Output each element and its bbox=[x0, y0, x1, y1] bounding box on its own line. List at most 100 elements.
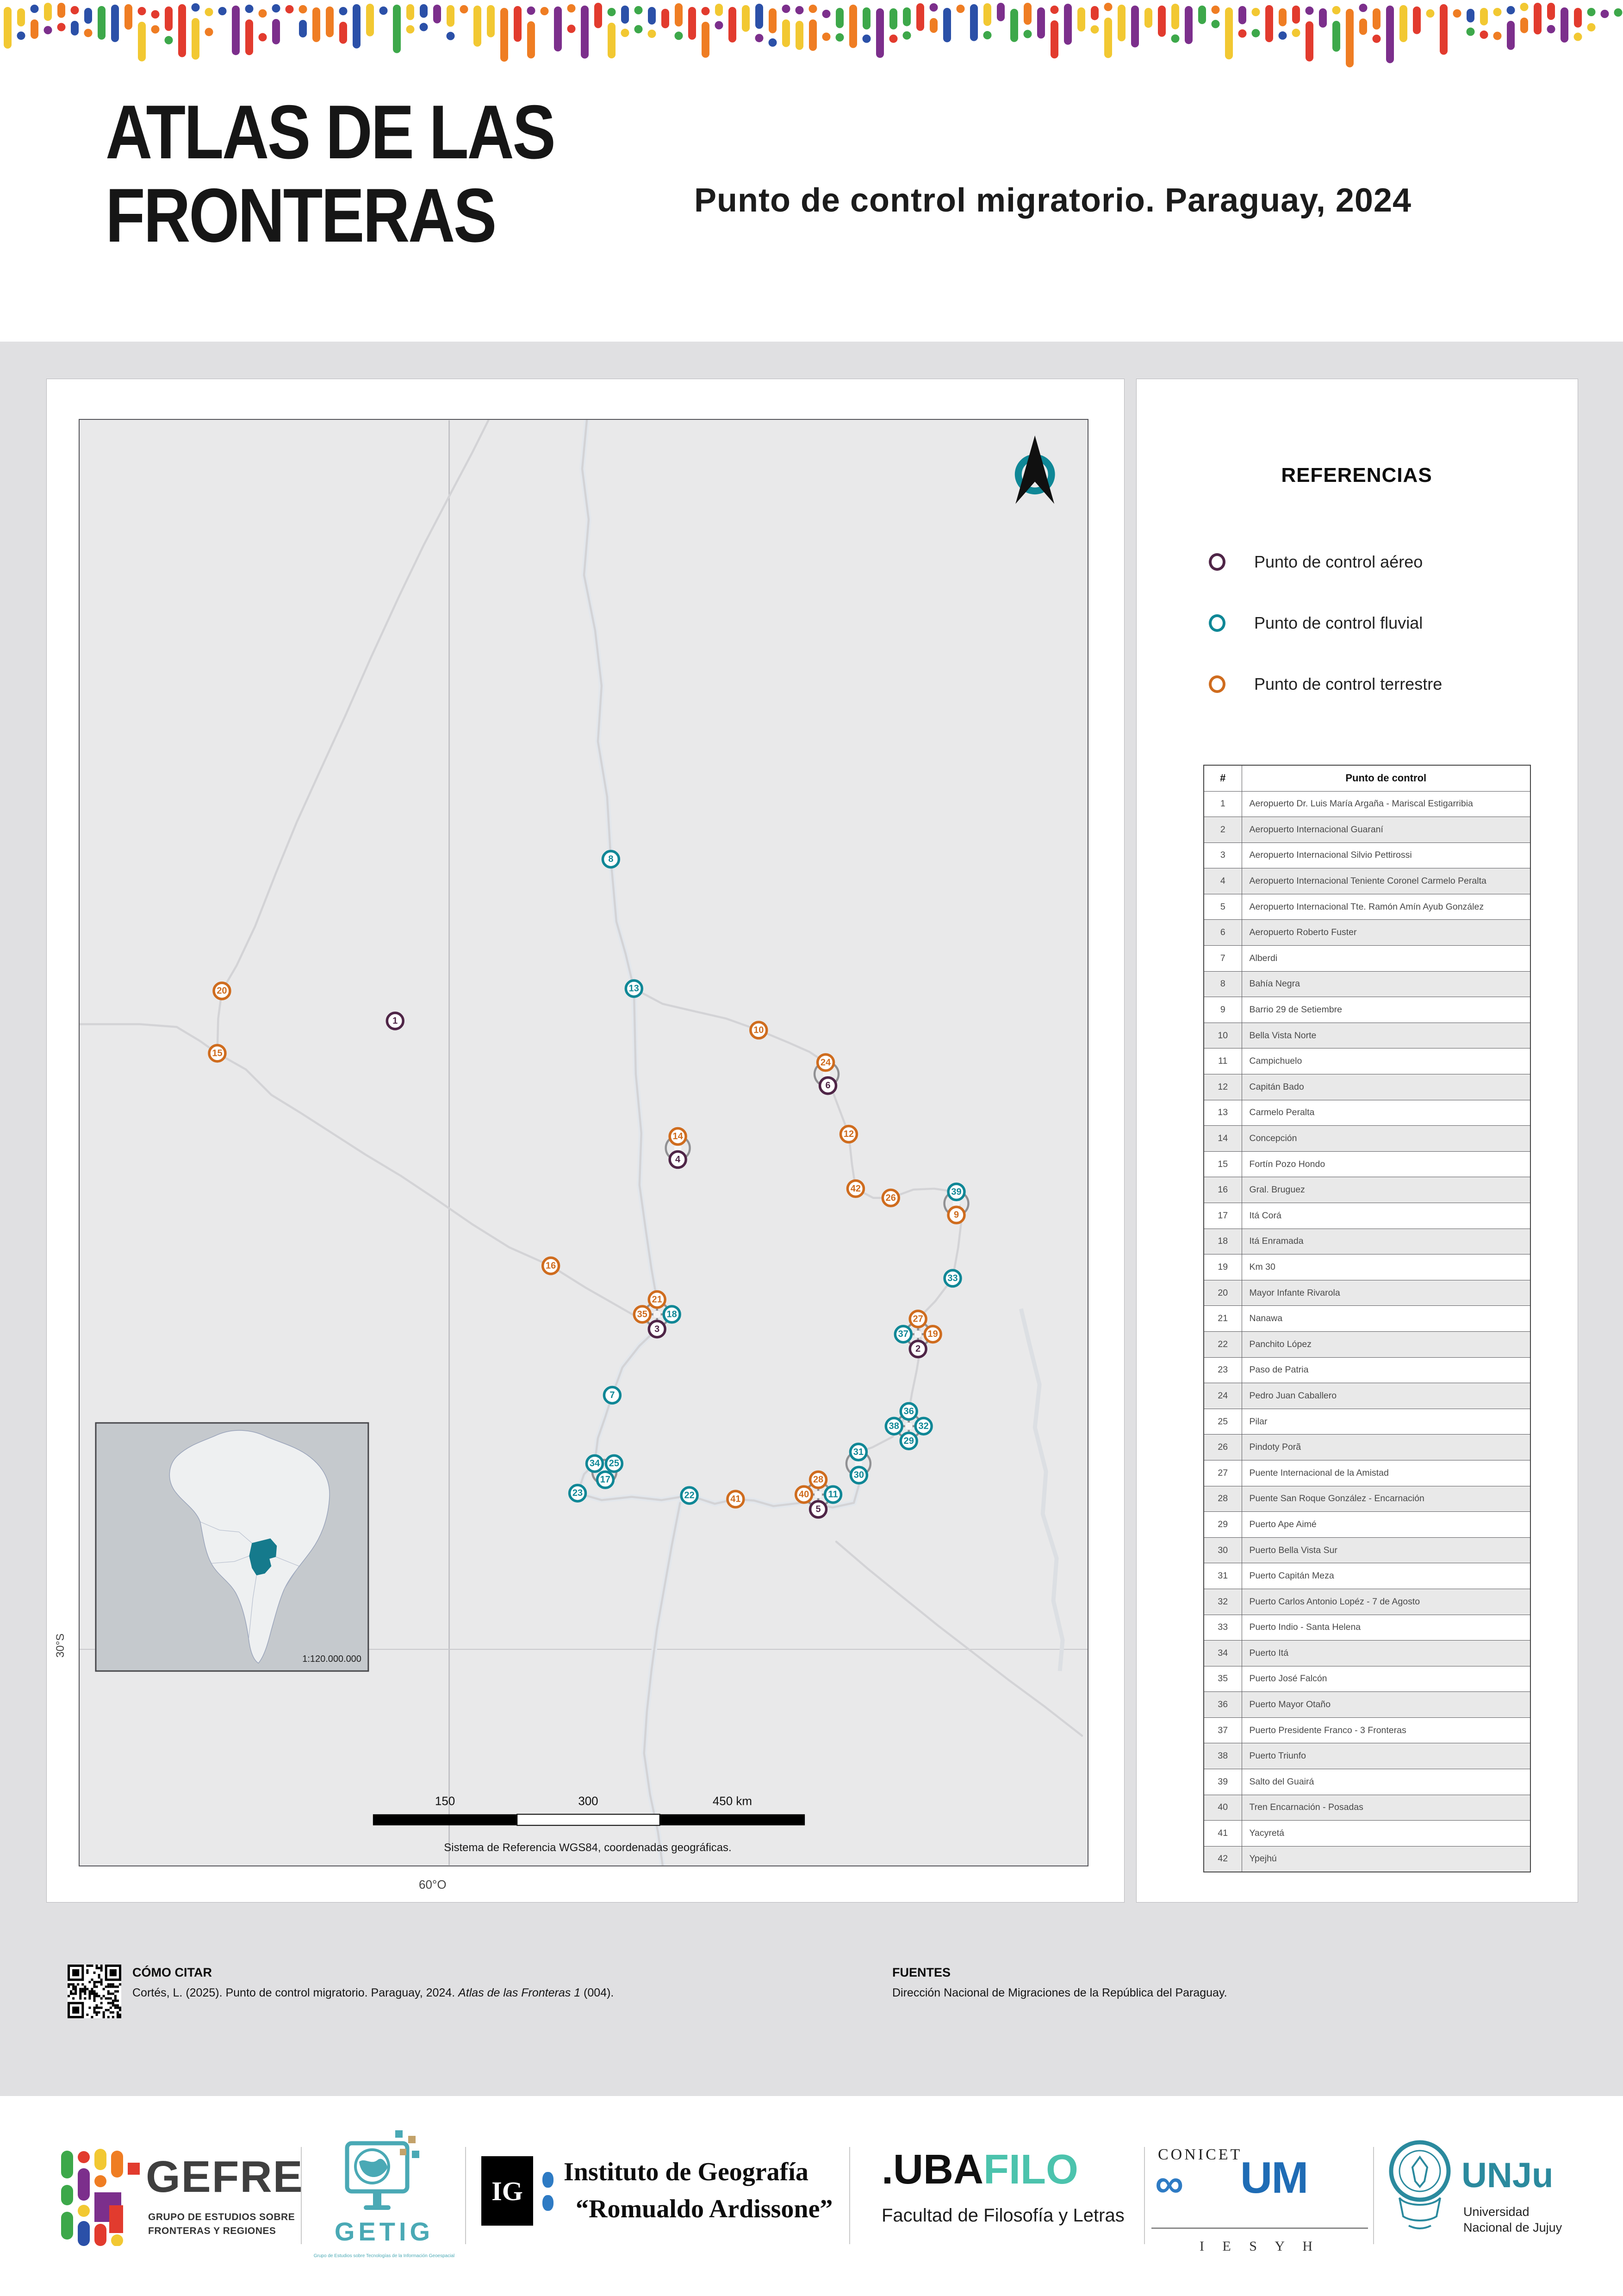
svg-text:20: 20 bbox=[217, 986, 227, 996]
row-number: 21 bbox=[1203, 1305, 1242, 1332]
map-marker-11: 11 bbox=[823, 1485, 843, 1504]
unju-wordmark: UNJu bbox=[1461, 2156, 1554, 2195]
ig-colon-dot bbox=[542, 2172, 553, 2188]
rivers-layer bbox=[575, 417, 864, 1868]
getig-logo-icon bbox=[345, 2130, 419, 2210]
row-number: 14 bbox=[1203, 1125, 1242, 1152]
table-row: 14 Concepción bbox=[1203, 1125, 1531, 1152]
getig-tagline: Grupo de Estudios sobre Tecnologías de l… bbox=[313, 2253, 455, 2259]
svg-text:29: 29 bbox=[904, 1436, 914, 1446]
table-row: 40 Tren Encarnación - Posadas bbox=[1203, 1794, 1531, 1821]
row-control-point: Puerto Ape Aimé bbox=[1241, 1511, 1531, 1538]
row-number: 26 bbox=[1203, 1434, 1242, 1460]
row-number: 34 bbox=[1203, 1640, 1242, 1666]
svg-text:3: 3 bbox=[654, 1324, 659, 1334]
table-row: 21 Nanawa bbox=[1203, 1305, 1531, 1332]
row-number: 39 bbox=[1203, 1769, 1242, 1795]
table-row: 22 Panchito López bbox=[1203, 1331, 1531, 1358]
map-marker-38: 38 bbox=[884, 1416, 903, 1436]
map-marker-21: 21 bbox=[647, 1290, 666, 1309]
row-number: 8 bbox=[1203, 971, 1242, 998]
table-row: 9 Barrio 29 de Setiembre bbox=[1203, 997, 1531, 1023]
map-marker-24: 24 bbox=[816, 1053, 835, 1072]
svg-text:11: 11 bbox=[828, 1490, 838, 1500]
row-control-point: Aeropuerto Roberto Fuster bbox=[1241, 919, 1531, 946]
row-control-point: Tren Encarnación - Posadas bbox=[1241, 1794, 1531, 1821]
instituto-geografia-line1: Instituto de Geografía bbox=[564, 2158, 808, 2186]
legend-label-fluvial: Punto de control fluvial bbox=[1254, 613, 1423, 632]
svg-text:18: 18 bbox=[667, 1309, 677, 1319]
svg-text:35: 35 bbox=[637, 1309, 647, 1319]
row-control-point: Capitán Bado bbox=[1241, 1074, 1531, 1100]
row-control-point: Aeropuerto Internacional Teniente Corone… bbox=[1241, 868, 1531, 894]
row-number: 35 bbox=[1203, 1666, 1242, 1692]
table-row: 11 Campichuelo bbox=[1203, 1048, 1531, 1075]
row-control-point: Km 30 bbox=[1241, 1254, 1531, 1280]
svg-text:38: 38 bbox=[889, 1421, 899, 1431]
row-control-point: Pindoty Porã bbox=[1241, 1434, 1531, 1460]
instituto-geografia-line2: “Romualdo Ardissone” bbox=[576, 2195, 833, 2223]
col-header-number: # bbox=[1203, 765, 1242, 792]
svg-text:22: 22 bbox=[684, 1491, 694, 1501]
parallel-label: 30°S bbox=[54, 1633, 67, 1658]
map-marker-42: 42 bbox=[846, 1179, 865, 1198]
row-control-point: Puente San Roque González - Encarnación bbox=[1241, 1485, 1531, 1512]
conicet-wordmark: CONICET bbox=[1158, 2146, 1243, 2163]
map-marker-30: 30 bbox=[849, 1466, 869, 1485]
table-row: 7 Alberdi bbox=[1203, 945, 1531, 972]
map-marker-3: 3 bbox=[647, 1320, 666, 1339]
row-number: 10 bbox=[1203, 1022, 1242, 1049]
map-marker-15: 15 bbox=[208, 1044, 227, 1063]
table-row: 6 Aeropuerto Roberto Fuster bbox=[1203, 919, 1531, 946]
row-control-point: Itá Corá bbox=[1241, 1203, 1531, 1229]
sources-text: Dirección Nacional de Migraciones de la … bbox=[892, 1986, 1227, 1999]
svg-text:26: 26 bbox=[886, 1193, 896, 1203]
map-marker-19: 19 bbox=[923, 1325, 942, 1344]
table-row: 38 Puerto Triunfo bbox=[1203, 1743, 1531, 1770]
table-row: 23 Paso de Patria bbox=[1203, 1357, 1531, 1384]
row-control-point: Puerto Triunfo bbox=[1241, 1743, 1531, 1770]
qr-code[interactable] bbox=[68, 1965, 121, 2018]
row-control-point: Puerto Presidente Franco - 3 Fronteras bbox=[1241, 1717, 1531, 1744]
row-number: 33 bbox=[1203, 1614, 1242, 1641]
svg-text:13: 13 bbox=[629, 984, 639, 994]
map-marker-14: 14 bbox=[668, 1127, 687, 1146]
row-control-point: Barrio 29 de Setiembre bbox=[1241, 997, 1531, 1023]
inset-map: 1:120.000.000 bbox=[95, 1422, 369, 1672]
scale-label-150: 150 bbox=[435, 1795, 455, 1808]
row-control-point: Aeropuerto Internacional Silvio Pettiros… bbox=[1241, 842, 1531, 869]
references-title: REFERENCIAS bbox=[1281, 464, 1432, 487]
map-marker-36: 36 bbox=[899, 1402, 918, 1421]
row-number: 42 bbox=[1203, 1846, 1242, 1872]
svg-text:17: 17 bbox=[600, 1475, 610, 1485]
svg-text:40: 40 bbox=[799, 1490, 809, 1500]
map-marker-41: 41 bbox=[726, 1490, 745, 1509]
row-control-point: Puerto Itá bbox=[1241, 1640, 1531, 1666]
svg-text:39: 39 bbox=[951, 1187, 961, 1197]
row-number: 12 bbox=[1203, 1074, 1242, 1100]
citation-work-title: Atlas de las Fronteras 1 bbox=[458, 1986, 581, 1999]
unju-crest-icon bbox=[1389, 2140, 1451, 2229]
map-marker-27: 27 bbox=[908, 1310, 927, 1329]
map-marker-35: 35 bbox=[633, 1305, 652, 1324]
map-marker-7: 7 bbox=[603, 1385, 622, 1405]
map-frame: 1 2 3 4 5 6 7 8 9 10 11 12 13 14 15 16 17 18 19 20 21 22 23 24 2… bbox=[78, 417, 1088, 1868]
svg-text:19: 19 bbox=[928, 1329, 938, 1339]
sources-block: FUENTES Dirección Nacional de Migracione… bbox=[892, 1965, 1540, 2000]
row-number: 5 bbox=[1203, 893, 1242, 920]
row-control-point: Mayor Infante Rivarola bbox=[1241, 1279, 1531, 1306]
row-control-point: Carmelo Peralta bbox=[1241, 1099, 1531, 1126]
table-row: 8 Bahía Negra bbox=[1203, 971, 1531, 998]
svg-text:6: 6 bbox=[825, 1080, 830, 1091]
row-control-point: Puerto Capitán Meza bbox=[1241, 1563, 1531, 1589]
citation-heading: CÓMO CITAR bbox=[132, 1965, 212, 1979]
row-number: 40 bbox=[1203, 1794, 1242, 1821]
row-number: 22 bbox=[1203, 1331, 1242, 1358]
row-control-point: Gral. Bruguez bbox=[1241, 1177, 1531, 1203]
row-control-point: Panchito López bbox=[1241, 1331, 1531, 1358]
table-row: 10 Bella Vista Norte bbox=[1203, 1022, 1531, 1049]
table-row: 26 Pindoty Porã bbox=[1203, 1434, 1531, 1460]
table-row: 24 Pedro Juan Caballero bbox=[1203, 1383, 1531, 1409]
map-marker-1: 1 bbox=[386, 1011, 404, 1030]
